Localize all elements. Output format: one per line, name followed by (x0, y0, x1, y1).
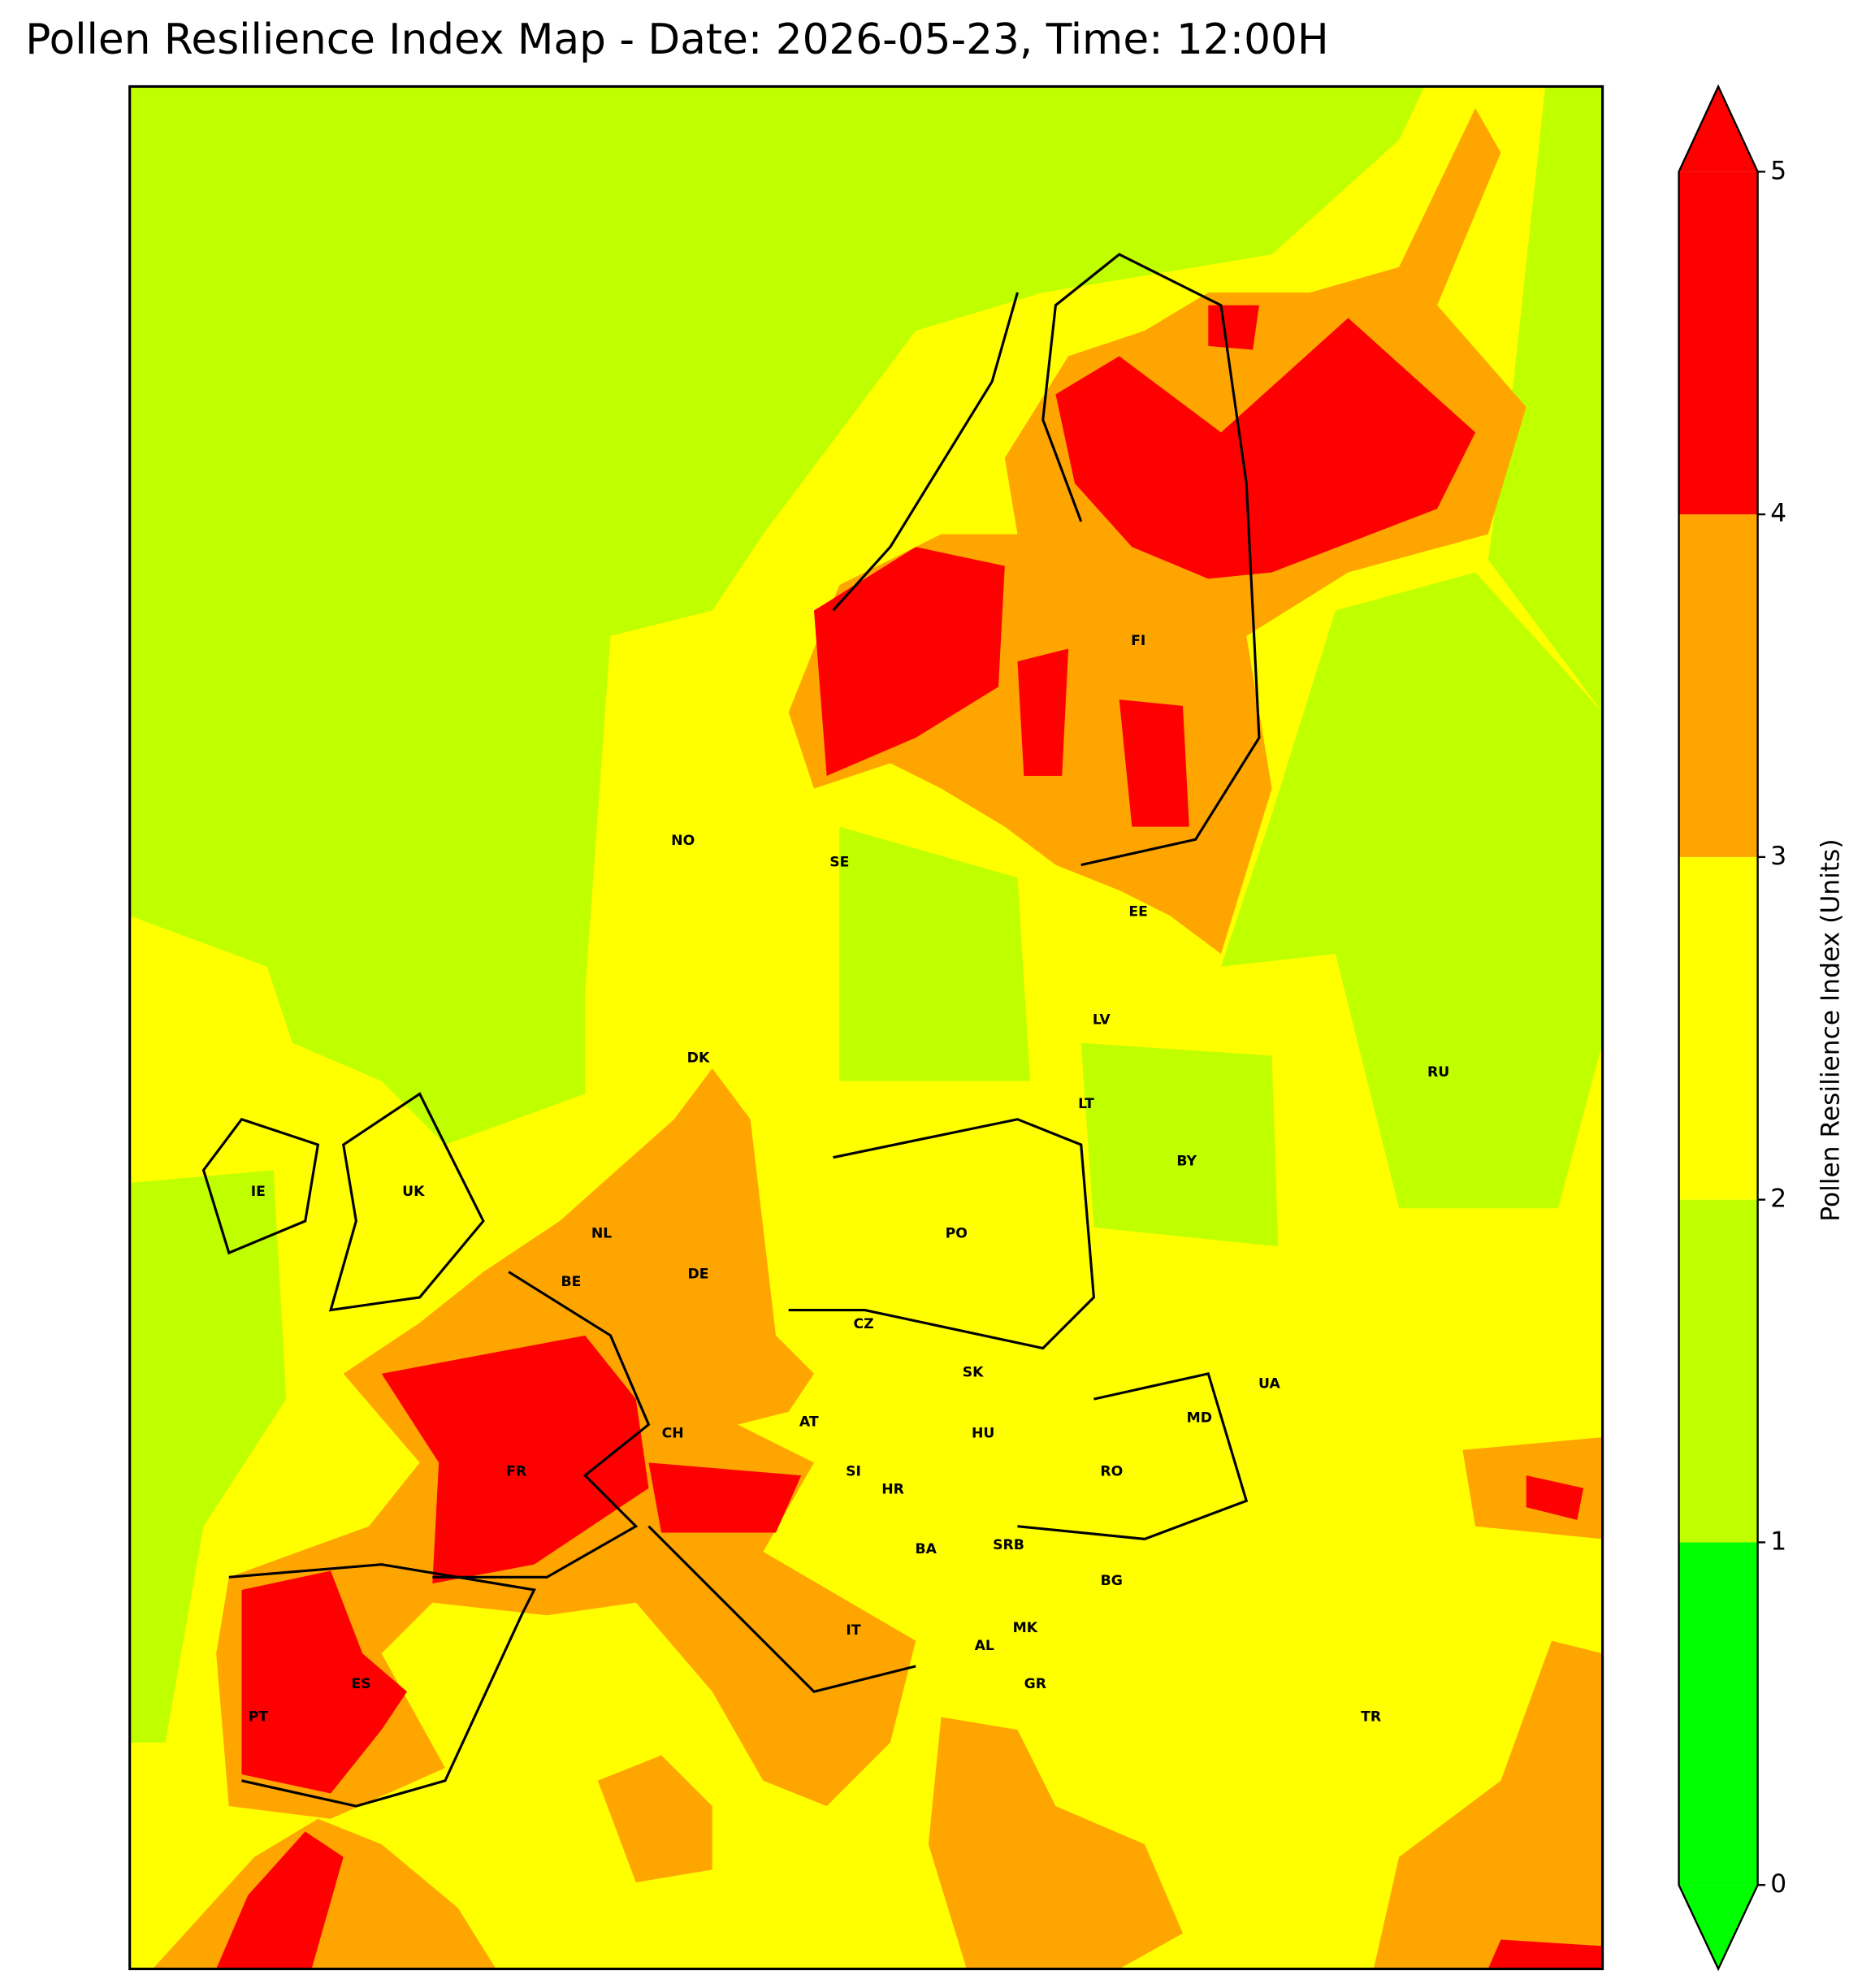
colorbar-tick-label: 3 (1770, 842, 1786, 871)
colorbar-segment (1678, 1199, 1758, 1543)
colorbar-extend (1678, 1885, 1758, 1969)
country-label: EE (1128, 904, 1148, 920)
map-fill (813, 547, 1005, 777)
country-label: IE (251, 1184, 266, 1200)
map-fill (129, 86, 1425, 1146)
country-label: DE (687, 1267, 708, 1283)
map-fill (1220, 572, 1603, 1209)
title: Pollen Resilience Index Map - Date: 2026… (25, 15, 1328, 64)
country-label: HU (972, 1425, 994, 1441)
colorbar-extend (1678, 86, 1758, 172)
map-fill (1487, 1939, 1603, 1969)
colorbar-tick-label: 5 (1770, 156, 1786, 185)
colorbar-segment (1678, 1542, 1758, 1886)
colorbar-tick-label: 1 (1770, 1527, 1786, 1556)
colorbar-tick-label: 4 (1770, 499, 1786, 528)
map-fill (1119, 699, 1189, 827)
country-label: HR (881, 1481, 904, 1497)
map-fill (1373, 1640, 1603, 1969)
country-label: UA (1258, 1375, 1280, 1392)
country-label: LV (1093, 1012, 1111, 1029)
country-label: PT (249, 1709, 269, 1726)
country-label: CZ (853, 1316, 873, 1332)
map-frame (128, 84, 1604, 1971)
map-fill (129, 1170, 287, 1743)
map: NO SE FI RU EE LV DK LT BY IE UK NL PO BE DE CZ SK UA MD AT… (129, 86, 1603, 1969)
colorbar-segment (1678, 856, 1758, 1200)
country-label: DK (687, 1050, 710, 1067)
country-label: CH (662, 1425, 684, 1441)
country-label: SRB (993, 1537, 1024, 1553)
borders (201, 253, 1261, 1808)
country-label: MD (1187, 1410, 1212, 1427)
country-label: NO (671, 833, 695, 849)
country-label: MK (1013, 1620, 1038, 1636)
map-fill (1017, 648, 1069, 777)
map-fill (381, 1335, 649, 1584)
map-fill (216, 1831, 344, 1969)
country-label: SK (963, 1364, 984, 1380)
colorbar-segment (1678, 514, 1758, 857)
country-label: BG (1101, 1573, 1123, 1589)
colorbar: 0 1 2 3 4 5 (1678, 84, 1786, 1972)
map-fill (1080, 1042, 1279, 1247)
colorbar-segment (1678, 171, 1758, 515)
map-fill (1208, 305, 1259, 350)
country-label: AL (975, 1638, 994, 1654)
country-label: IT (846, 1622, 860, 1639)
country-label: FR (506, 1463, 526, 1479)
country-label: SE (829, 854, 849, 870)
country-label: LT (1078, 1096, 1094, 1112)
country-label: PO (946, 1226, 968, 1242)
country-label: BE (561, 1274, 581, 1290)
colorbar-label: Pollen Resilience Index (Units) (1816, 838, 1845, 1221)
country-label: GR (1024, 1676, 1046, 1692)
country-label: RO (1100, 1463, 1123, 1479)
map-fill (1055, 318, 1476, 579)
country-label: SI (846, 1463, 861, 1479)
country-label: NL (591, 1226, 612, 1242)
colorbar-tick-label: 2 (1770, 1185, 1786, 1214)
country-label: RU (1427, 1064, 1449, 1081)
country-label: BA (916, 1541, 937, 1557)
map-fill (241, 1570, 407, 1794)
map-fill (839, 826, 1031, 1081)
map-fill (1487, 86, 1603, 712)
map-fill (928, 1717, 1183, 1969)
country-label: TR (1361, 1709, 1381, 1726)
country-label: UK (402, 1184, 425, 1200)
map-fill (648, 1462, 802, 1533)
country-label: BY (1176, 1153, 1197, 1169)
country-label: ES (352, 1676, 371, 1692)
map-fill (1526, 1475, 1584, 1520)
country-label: AT (799, 1414, 819, 1430)
colorbar-tick-label: 0 (1770, 1869, 1786, 1899)
map-fill (597, 1755, 712, 1883)
country-label: FI (1131, 633, 1145, 649)
